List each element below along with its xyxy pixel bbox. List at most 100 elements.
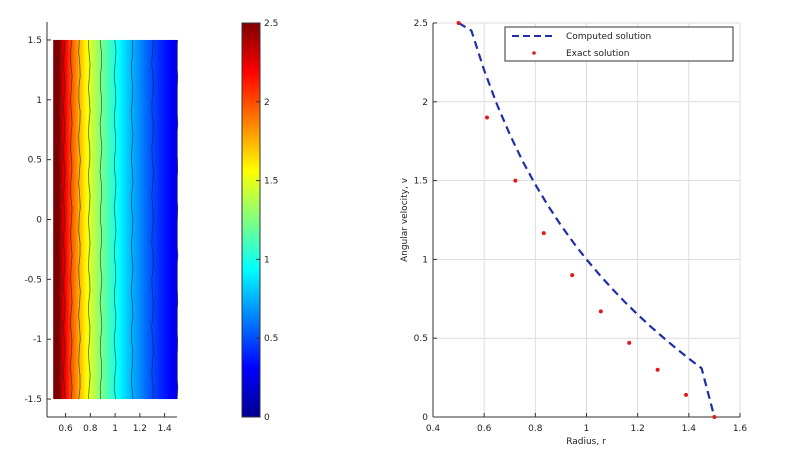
heatmap-x-ticks: 0.6 0.8 1 1.2 1.4 xyxy=(58,413,172,434)
heatmap-cell xyxy=(53,39,56,400)
heatmap-cell xyxy=(162,39,166,400)
heatmap-cell xyxy=(92,39,96,400)
heatmap-cell xyxy=(98,39,102,400)
colorbar-ticks: 2.5 2 1.5 1 0.5 0 xyxy=(256,19,278,423)
colorbar: 2.5 2 1.5 1 0.5 0 xyxy=(241,19,278,423)
contour-line xyxy=(175,39,179,400)
heatmap-cell xyxy=(104,39,108,400)
heatmap-cell xyxy=(148,39,151,400)
line-chart-grid xyxy=(432,22,741,418)
heatmap-cell xyxy=(141,39,145,400)
data-point xyxy=(541,231,546,236)
legend-box xyxy=(504,26,734,62)
heatmap-cell xyxy=(160,39,164,400)
heatmap-cell xyxy=(86,39,89,400)
x-tick-label: 0.8 xyxy=(528,424,543,434)
heatmap-cell xyxy=(110,39,114,400)
heatmap-cell xyxy=(73,39,77,400)
x-tick-label: 0.8 xyxy=(83,424,98,434)
data-point xyxy=(570,273,575,278)
data-point xyxy=(456,21,461,25)
contour-line xyxy=(130,39,134,400)
legend-label-computed: Computed solution xyxy=(566,32,651,42)
heatmap-cell xyxy=(154,39,157,400)
x-tick-label: 1 xyxy=(584,424,590,434)
series-exact-solution xyxy=(456,21,717,419)
heatmap-cell xyxy=(158,39,162,400)
heatmap-cell xyxy=(137,39,141,400)
colorbar-tick-label: 2.5 xyxy=(264,19,278,29)
contour-line xyxy=(151,39,154,400)
colorbar-tick-label: 2 xyxy=(264,98,270,108)
y-axis-label: Angular velocity, v xyxy=(400,177,410,262)
colorbar-tick-label: 1 xyxy=(264,255,270,265)
y-tick-label: -1.5 xyxy=(24,395,42,405)
x-tick-label: 1.2 xyxy=(631,424,645,434)
data-point xyxy=(513,178,518,183)
data-point xyxy=(598,309,603,314)
heatmap-cell xyxy=(71,39,75,400)
heatmap-cell xyxy=(123,39,127,400)
heatmap-cell xyxy=(125,39,129,400)
y-tick-label: -0.5 xyxy=(24,275,42,285)
heatmap-cell xyxy=(55,39,58,400)
heatmap-cell xyxy=(143,39,147,400)
heatmap-cell xyxy=(90,39,93,400)
y-tick-label: -1 xyxy=(33,335,42,345)
y-tick-label: 2 xyxy=(422,98,428,108)
x-tick-label: 0.4 xyxy=(426,424,441,434)
x-tick-label: 0.6 xyxy=(477,424,492,434)
heatmap-cell xyxy=(170,39,174,400)
heatmap-cell xyxy=(121,39,124,400)
heatmap-cell xyxy=(113,39,116,400)
x-tick-label: 1.4 xyxy=(157,424,172,434)
heatmap-cell xyxy=(106,39,110,400)
contour-line xyxy=(69,39,73,400)
series-computed-solution xyxy=(458,22,716,418)
heatmap-cell xyxy=(164,39,168,400)
heatmap-cell xyxy=(94,39,98,400)
data-point xyxy=(712,415,717,419)
line-chart-y-ticks: 0 0.5 1 1.5 2 2.5 xyxy=(414,19,437,423)
heatmap-panel: 0.6 0.8 1 1.2 1.4 1.5 1 0.5 0 -0.5 -1 -1.5 xyxy=(24,22,179,434)
y-tick-label: 1 xyxy=(36,96,42,106)
y-tick-label: 0.5 xyxy=(414,334,428,344)
y-tick-label: 1 xyxy=(422,255,428,265)
heatmap-cell xyxy=(117,39,120,400)
heatmap-cell xyxy=(96,39,100,400)
colorbar-tick-label: 0.5 xyxy=(264,334,278,344)
colorbar-tick-label: 1.5 xyxy=(264,177,278,187)
contour-lines xyxy=(57,39,179,400)
contour-line xyxy=(63,39,66,400)
y-tick-label: 2.5 xyxy=(414,19,428,29)
data-point xyxy=(684,392,689,397)
heatmap-cell xyxy=(127,39,131,400)
heatmap-cell xyxy=(150,39,153,400)
heatmap-cell xyxy=(108,39,112,400)
legend-label-exact: Exact solution xyxy=(566,49,630,59)
heatmap-cell xyxy=(84,39,87,400)
x-tick-label: 1.6 xyxy=(733,424,748,434)
y-tick-label: 0 xyxy=(36,216,42,226)
y-tick-label: 1.5 xyxy=(414,177,428,187)
heatmap-cell xyxy=(139,39,143,400)
heatmap-cell xyxy=(156,39,160,400)
x-tick-label: 1 xyxy=(112,424,118,434)
heatmap-cell xyxy=(65,39,69,400)
contour-line xyxy=(113,39,117,400)
heatmap-cell xyxy=(166,39,170,400)
line-chart-panel: 0.4 0.6 0.8 1 1.2 1.4 1.6 0 0.5 1 1.5 2 2.5 Radius,… xyxy=(400,19,747,447)
data-point xyxy=(627,340,632,345)
legend-marker-swatch xyxy=(532,51,536,55)
x-tick-label: 1.2 xyxy=(133,424,147,434)
heatmap-cell xyxy=(67,39,71,400)
heatmap-cell xyxy=(135,39,139,400)
line-chart-x-ticks: 0.4 0.6 0.8 1 1.2 1.4 1.6 xyxy=(426,413,748,434)
colorbar-gradient xyxy=(241,22,261,418)
legend: Computed solution Exact solution xyxy=(504,26,734,62)
x-tick-label: 0.6 xyxy=(58,424,73,434)
contour-line xyxy=(78,39,81,400)
heatmap-cell xyxy=(59,39,63,400)
heatmap-y-ticks: 1.5 1 0.5 0 -0.5 -1 -1.5 xyxy=(24,36,51,405)
x-tick-label: 1.4 xyxy=(682,424,697,434)
